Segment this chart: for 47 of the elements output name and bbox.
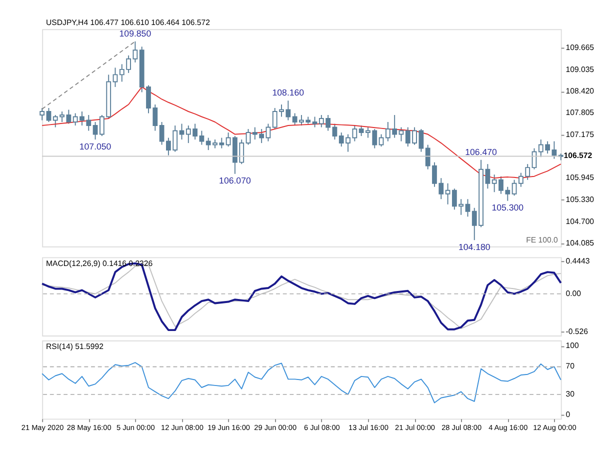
annotation: FE 100.0 <box>526 236 559 245</box>
candlestick <box>112 67 118 88</box>
y-tick-label: -0.526 <box>566 326 589 336</box>
candlestick <box>378 134 384 148</box>
annotation: 106.470 <box>465 146 498 157</box>
annotation: 104.180 <box>458 242 490 252</box>
candlestick <box>332 123 338 140</box>
y-tick-label: 107.175 <box>566 130 595 140</box>
line-series <box>42 362 562 404</box>
candlestick <box>40 108 45 121</box>
chart-title: USDJPY,H4 106.477 106.610 106.464 106.572 <box>46 18 210 28</box>
y-tick-label: 70 <box>566 362 576 371</box>
y-tick-label: 100 <box>566 340 580 350</box>
y-tick-label: 30 <box>566 389 576 398</box>
y-tick-label: 109.665 <box>566 42 595 52</box>
candlestick <box>159 122 164 146</box>
candlestick <box>398 126 404 142</box>
y-tick-label: 109.035 <box>566 64 595 74</box>
candlestick <box>266 123 271 142</box>
candlestick <box>445 182 450 205</box>
y-tick-label: 104.085 <box>566 238 595 248</box>
annotation: 106.070 <box>219 176 251 186</box>
annotation: 109.850 <box>119 28 152 39</box>
ref-line-label: 106.572 <box>564 151 593 160</box>
y-tick-label: 0.00 <box>566 288 582 298</box>
y-tick-label: 0 <box>566 410 571 420</box>
y-tick-label: 104.700 <box>566 216 595 226</box>
y-tick-label: 105.945 <box>566 173 595 182</box>
candlestick <box>512 179 517 196</box>
candlestick <box>92 122 98 140</box>
annotation: 108.160 <box>272 88 304 98</box>
y-tick-label: 107.805 <box>566 108 595 118</box>
candlestick <box>552 140 557 160</box>
candlestick <box>179 123 184 140</box>
candlestick <box>465 198 470 218</box>
candlestick <box>132 40 138 63</box>
y-tick-label: 108.420 <box>566 86 595 96</box>
chart-title: MACD(12,26,9) 0.1416 0.2326 <box>46 259 154 268</box>
y-tick-label: 105.330 <box>566 194 595 204</box>
candlestick <box>312 116 318 128</box>
annotation: 105.300 <box>492 202 524 213</box>
candlestick <box>246 128 251 146</box>
y-tick-label: 0.4443 <box>566 256 590 266</box>
candlestick <box>46 108 52 122</box>
annotation: 107.050 <box>79 141 112 152</box>
chart-title: RSI(14) 51.5992 <box>46 342 104 352</box>
candlestick <box>199 130 204 146</box>
